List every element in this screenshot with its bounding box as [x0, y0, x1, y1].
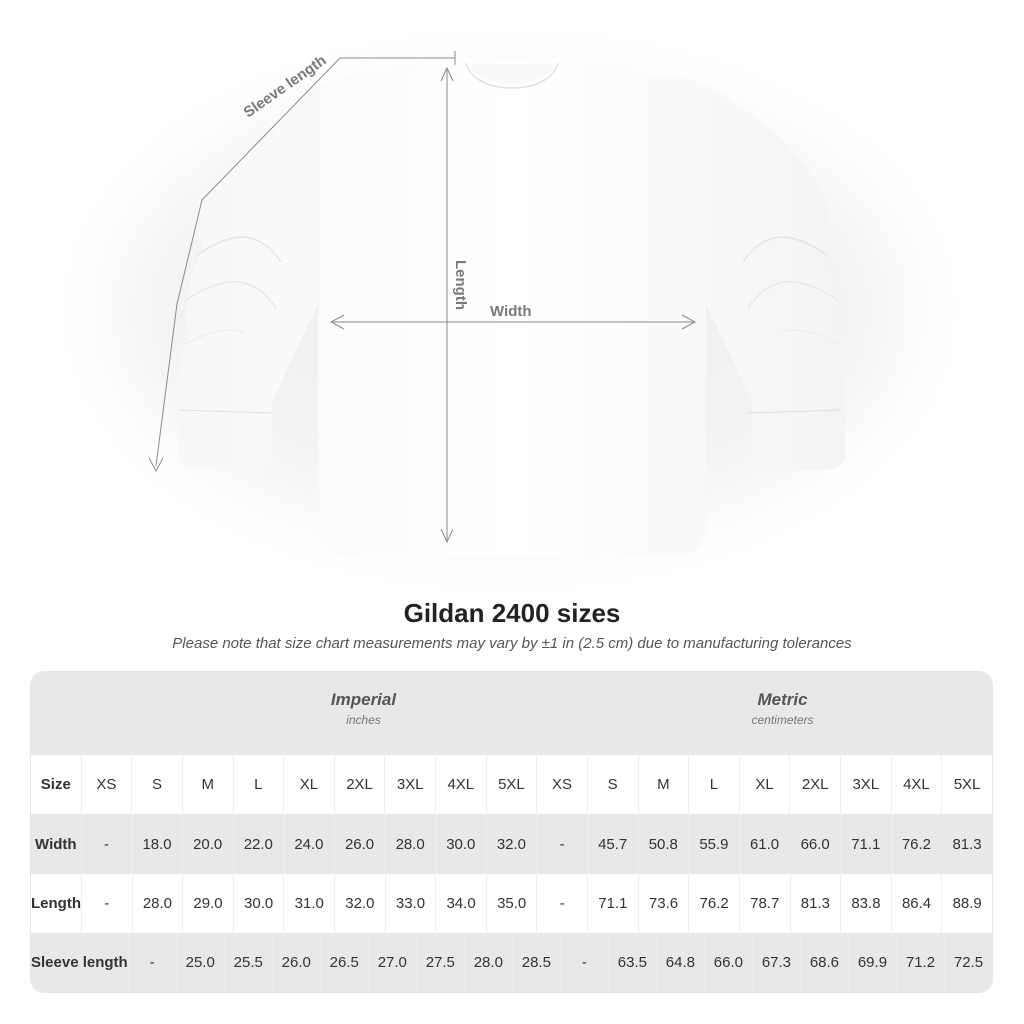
svg-text:Length: Length	[452, 260, 469, 310]
svg-text:Sleeve length: Sleeve length	[241, 52, 330, 121]
svg-text:Width: Width	[490, 303, 532, 320]
